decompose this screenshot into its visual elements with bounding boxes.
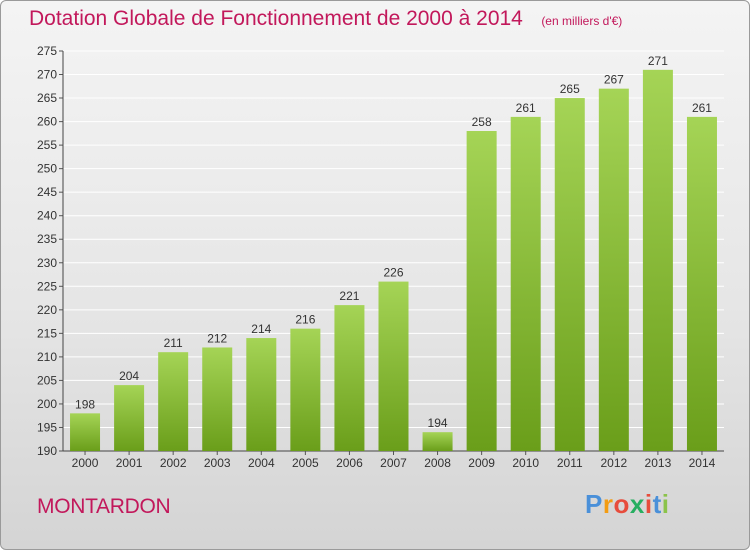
logo-letter: i (661, 489, 670, 519)
bar (246, 338, 277, 451)
x-tick-label: 2003 (204, 456, 231, 470)
x-tick-label: 2006 (336, 456, 363, 470)
y-tick-label: 195 (37, 420, 57, 434)
x-tick-label: 2004 (248, 456, 275, 470)
y-tick-label: 215 (37, 326, 57, 340)
x-tick-label: 2002 (160, 456, 187, 470)
y-tick-label: 275 (37, 44, 57, 58)
x-tick-label: 2010 (512, 456, 539, 470)
x-tick-label: 2013 (645, 456, 672, 470)
x-tick-label: 2005 (292, 456, 319, 470)
x-tick-label: 2001 (116, 456, 143, 470)
logo-letter: x (629, 489, 645, 519)
data-label: 194 (428, 416, 448, 430)
y-tick-label: 225 (37, 279, 57, 293)
y-tick-label: 270 (37, 68, 57, 82)
bar (554, 98, 585, 451)
data-label: 271 (648, 54, 668, 68)
y-tick-label: 220 (37, 303, 57, 317)
commune-name: MONTARDON (37, 495, 171, 518)
y-tick-label: 200 (37, 397, 57, 411)
x-tick-label: 2011 (557, 456, 583, 470)
data-label: 221 (339, 289, 359, 303)
data-label: 265 (560, 82, 580, 96)
logo-letter: P (585, 489, 603, 519)
y-tick-label: 230 (37, 256, 57, 270)
x-tick-label: 2009 (468, 456, 495, 470)
data-label: 226 (383, 266, 403, 280)
x-tick-label: 2008 (424, 456, 451, 470)
bar (114, 385, 145, 451)
data-label: 261 (516, 101, 536, 115)
logo-letter: o (613, 489, 630, 519)
chart-title: Dotation Globale de Fonctionnement de 20… (29, 7, 523, 30)
x-tick-label: 2000 (72, 456, 99, 470)
chart-subtitle: (en milliers d'€) (541, 14, 623, 28)
data-label: 211 (164, 336, 183, 350)
logo-letter: i (644, 489, 653, 519)
data-label: 198 (75, 397, 95, 411)
bar (334, 305, 365, 451)
data-label: 267 (604, 73, 624, 87)
y-tick-label: 245 (37, 185, 57, 199)
y-tick-label: 210 (37, 350, 57, 364)
y-tick-label: 250 (37, 162, 57, 176)
data-label: 212 (207, 331, 227, 345)
y-tick-label: 240 (37, 209, 57, 223)
data-label: 214 (251, 322, 271, 336)
logo-letter: r (602, 489, 614, 519)
y-tick-label: 205 (37, 373, 57, 387)
y-tick-label: 255 (37, 138, 57, 152)
bar (598, 88, 629, 451)
data-label: 261 (692, 101, 712, 115)
bar (422, 432, 453, 451)
y-tick-label: 190 (37, 444, 57, 458)
bar (378, 281, 409, 451)
proxiti-logo: Proxiti (585, 489, 669, 520)
x-tick-label: 2014 (689, 456, 716, 470)
data-label: 258 (472, 115, 492, 129)
bar (510, 116, 541, 451)
logo-letter: t (652, 489, 662, 519)
bar (158, 352, 189, 451)
x-tick-label: 2007 (380, 456, 407, 470)
x-tick-label: 2012 (600, 456, 627, 470)
bar (290, 328, 321, 451)
data-label: 204 (119, 369, 139, 383)
bar (70, 413, 101, 451)
y-tick-label: 235 (37, 232, 57, 246)
bar (202, 347, 233, 451)
y-tick-label: 265 (37, 91, 57, 105)
bar (642, 69, 673, 451)
data-label: 216 (295, 313, 315, 327)
title-row: Dotation Globale de Fonctionnement de 20… (29, 7, 622, 31)
bar (466, 131, 497, 451)
bar (686, 116, 717, 451)
y-tick-label: 260 (37, 115, 57, 129)
